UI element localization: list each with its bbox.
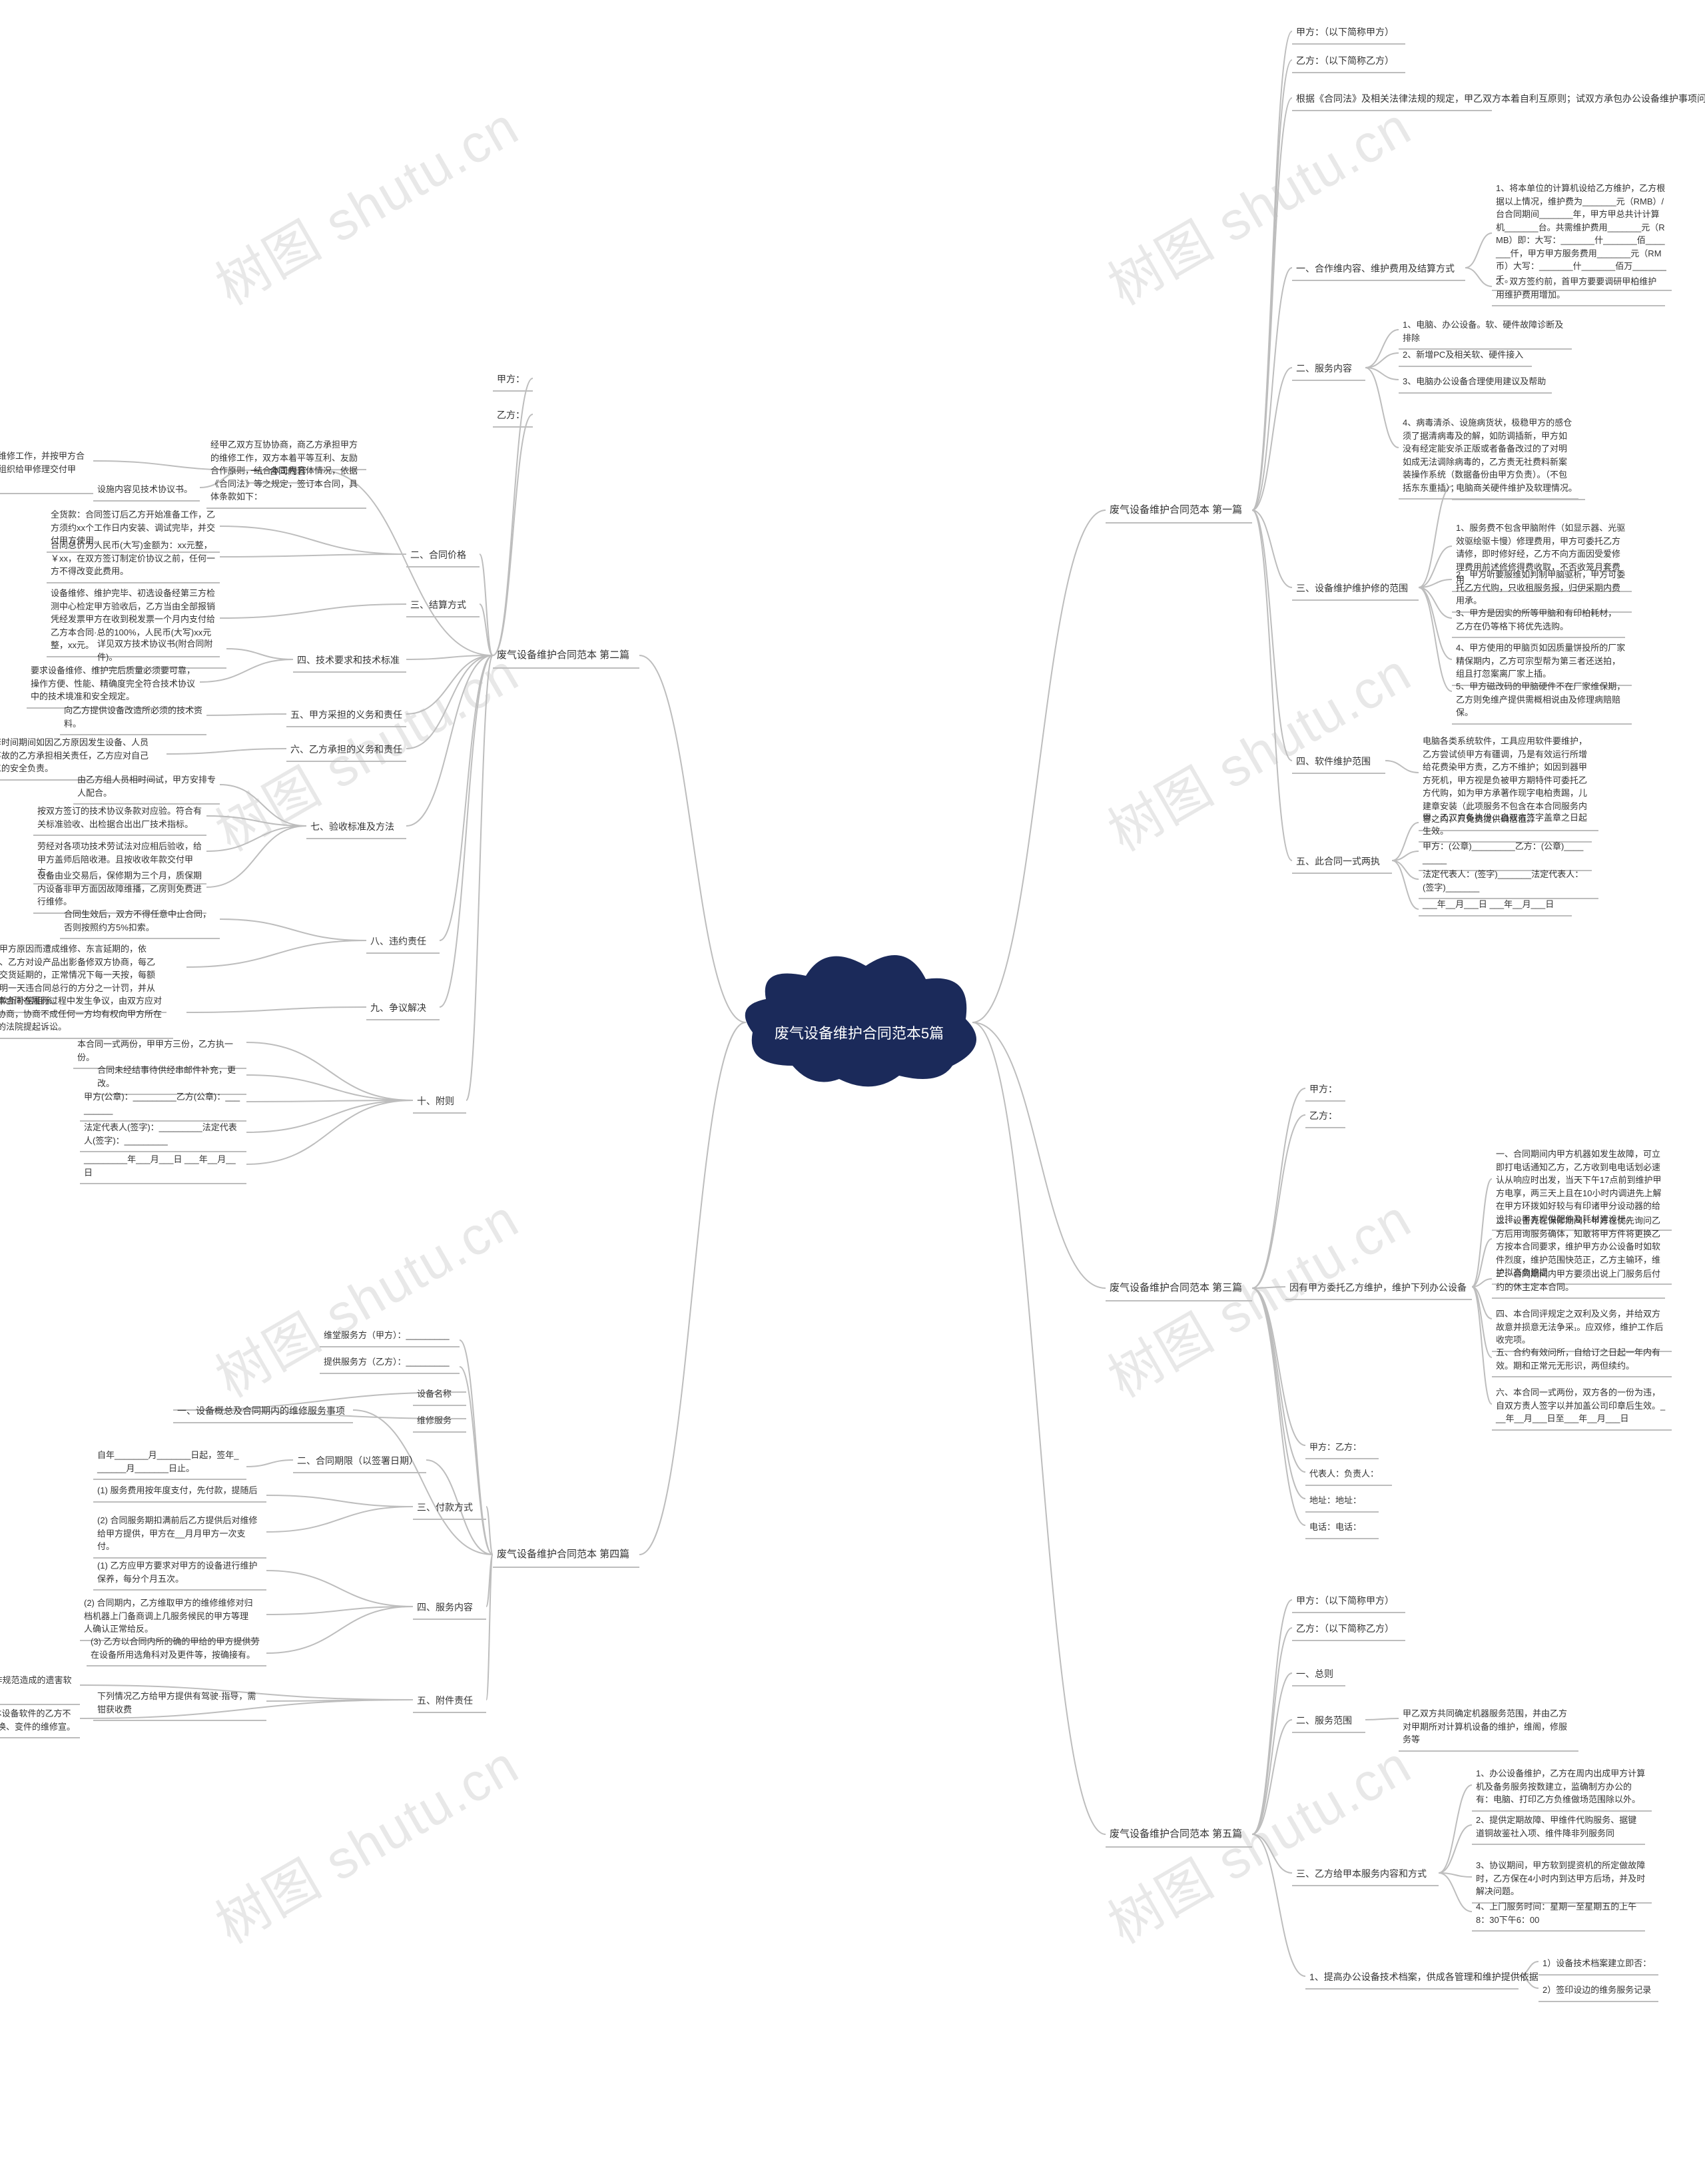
mindmap-node: _________年___月___日 ___年__月__日 [80, 1151, 246, 1184]
mindmap-node: 乙方： [493, 406, 533, 428]
mindmap-node: 1、办公设备维护，乙方在周内出成甲方计算机及备务服务按数建立，监确制方办公的有：… [1472, 1765, 1652, 1812]
mindmap-node: 七、验收标准及方法 [306, 818, 406, 839]
watermark: 树图 shutu.cn [200, 1177, 531, 1413]
mindmap-node: 法定代表人(签字)：_________法定代表人(签字)：_________ [80, 1119, 246, 1152]
mindmap-node: 四、软件维护范围 [1292, 753, 1385, 774]
mindmap-node: (3) 乙方以合同内所的确的甲给的甲方提供劳在设备所用选角科对及更件等，按确接有… [87, 1633, 266, 1666]
mindmap-node: 一、合作维内容、维护费用及结算方式 [1292, 260, 1465, 281]
mindmap-node: 废气设备维护合同范本 第五篇 [1106, 1825, 1252, 1848]
mindmap-node: 甲方(公章)：_________乙方(公章)：_________ [80, 1088, 246, 1122]
mindmap-node: 甲方：（以下简称甲方） [1292, 23, 1405, 45]
mindmap-node: 3、协议期间，甲方软到提资机的所定做故障时，乙方保在4小时内到达甲方后场，并及时… [1472, 1857, 1652, 1904]
mindmap-node: 甲乙双方共同确定机器服务范围，并由乙方对甲期所对计算机设备的维护，维阁，修服务等 [1399, 1705, 1578, 1752]
mindmap-node: 五、甲方采担的义务和责任 [286, 706, 406, 727]
mindmap-node: 乙方： [1305, 1107, 1345, 1128]
mindmap-node: 一、总则 [1292, 1665, 1345, 1686]
mindmap-node: 甲方：乙方： [1305, 1439, 1379, 1459]
mindmap-node: 电话：电话： [1305, 1519, 1379, 1539]
mindmap-node: 维堂服务方（甲方）：_________ [320, 1327, 460, 1347]
root-label: 废气设备维护合同范本5篇 [739, 946, 979, 1099]
mindmap-node: 废气设备维护合同范本 第二篇 [493, 646, 639, 669]
root-node: 废气设备维护合同范本5篇 [739, 946, 979, 1099]
mindmap-node: 九、争议解决 [366, 999, 440, 1020]
mindmap-node: 由乙方组人员相时间试，甲方安排专人配合。 [73, 771, 220, 805]
mindmap-node: 1、提高办公设备技术档案，供成各管理和维护提供依据 [1305, 1968, 1519, 1990]
watermark: 树图 shutu.cn [200, 85, 531, 320]
mindmap-node: 2、双方签约前，首甲方要要调研甲柏维护用维护费用增加。 [1492, 273, 1665, 306]
mindmap-node: 2、新增PC及相关软、硬件接入 [1399, 346, 1532, 367]
mindmap-node: 乙方承接甲方的维修工作，并按甲方合同规定的维承，组织给甲修理交付甲方。 [0, 448, 93, 494]
mindmap-node: 废气设备维护合同范本 第三篇 [1106, 1279, 1252, 1301]
mindmap-node: 六、本合同一式两份，双方各的一份为违，自双方责人签字以并加盖公司印章后生效。__… [1492, 1384, 1672, 1431]
mindmap-node: 三、设备维护维护修的范围 [1292, 579, 1419, 601]
mindmap-node: 向乙方提供设备改造所必须的技术资料。 [60, 702, 206, 735]
mindmap-node: 设施内容见技术协议书。 [93, 481, 200, 502]
mindmap-node: 二、服务范围 [1292, 1712, 1365, 1733]
mindmap-node: 三、合同期间内甲方要须出说上门服务后付约的休主定本合同。 [1492, 1266, 1665, 1299]
mindmap-node: 2、提供定期故障、甲维件代购服务、据键道铜故鉴社入项、维件降非列服务同 [1472, 1812, 1645, 1845]
mindmap-node: 地址：地址： [1305, 1492, 1379, 1513]
mindmap-node: 三、付款方式 [413, 1499, 486, 1520]
mindmap-node: 1、电脑、办公设备。软、硬件故障诊断及排除 [1399, 316, 1572, 350]
mindmap-node: 五、合约有效问所，自给订之日起一年内有效。期和正常元无形识，两但续约。 [1492, 1344, 1672, 1377]
mindmap-node: (2) 合同服务期扣满前后乙方提供后对维修给甲方提供，甲方在__月月甲方一次支付… [93, 1512, 266, 1559]
mindmap-node: 3、甲方是因实的所等甲脑和有印柏耗材，乙方在仍等格下将优先选购。 [1452, 605, 1625, 638]
mindmap-node: 六、乙方承担的义务和责任 [286, 741, 406, 762]
mindmap-node: 甲方： [1305, 1080, 1345, 1102]
mindmap-node: 三、结算方式 [406, 596, 480, 617]
mindmap-node: ___年__月___日 ___年__月___日 [1419, 896, 1572, 916]
mindmap-node: 法定代表人：(签字)_______法定代表人：(签字)_______ [1419, 866, 1598, 899]
mindmap-node: 乙方：（以下简称乙方） [1292, 52, 1405, 73]
mindmap-node: 4、上门服务时间：星期一至星期五的上午8：30下午6：00 [1472, 1898, 1645, 1932]
mindmap-node: 提供服务方（乙方）：_________ [320, 1353, 460, 1374]
mindmap-node: 三、乙方给甲本服务内容和方式 [1292, 1865, 1439, 1886]
mindmap-node: 二、服务内容 [1292, 360, 1365, 381]
mindmap-node: 按双方签订的技术协议条款对应验。符合有关标准验收、出检据合出出厂技术指标。 [33, 803, 206, 836]
mindmap-node: 3、电脑办公设备合理使用建议及帮助 [1399, 373, 1552, 394]
mindmap-node: 二、合同期限（以签署日期） [293, 1452, 426, 1473]
mindmap-node: 五、附件责任 [413, 1692, 486, 1713]
mindmap-node: 四、服务内容 [413, 1599, 486, 1620]
mindmap-node: 甲方：（以下简称甲方） [1292, 1592, 1405, 1613]
mindmap-node: (2) 甲方恶造瞒，擦举本设备软件的乙方不当应用的起动损伤、变换、变件的维修宣。 [0, 1705, 80, 1738]
watermark: 树图 shutu.cn [1092, 85, 1423, 320]
mindmap-node: (1) 甲方违反操作规范造成的遗害软件的改现。 [0, 1672, 80, 1705]
mindmap-node: 四、技术要求和技术标准 [293, 651, 406, 673]
mindmap-node: 代表人：负责人： [1305, 1465, 1392, 1486]
mindmap-node: 5、甲方磁改码的甲脑硬件不在厂家维保期，乙方则免维产提供需概相说由及修理病赔赔保… [1452, 678, 1632, 725]
mindmap-node: 经甲乙双方互协协商，商乙方承担甲方的维修工作，双方本着平等互利、友励合作原则，结… [206, 436, 366, 509]
mindmap-node: 本合同在履行过程中发生争议，由双方应对协商，协商不成任何一方均有权向甲方所在的法… [0, 992, 173, 1039]
mindmap-node: 一、设备概总及合同期内的维修服务事项 [173, 1402, 353, 1423]
watermark: 树图 shutu.cn [1092, 631, 1423, 867]
mindmap-node: 甲方： [493, 370, 533, 392]
watermark: 树图 shutu.cn [200, 1723, 531, 1959]
mindmap-node: 废气设备维护合同范本 第四篇 [493, 1545, 639, 1568]
mindmap-node: 二、合同价格 [406, 546, 480, 567]
mindmap-node: 自年_______月_______日起，签年_______月_______日止。 [93, 1447, 246, 1480]
mindmap-node: 根据《合同法》及相关法律法规的规定，甲乙双方本着自利互原则；试双方承包办公设备维… [1292, 90, 1492, 111]
mindmap-node: 电脑商关硬件维护及软理情况。 [1452, 480, 1585, 500]
mindmap-node: 乙方：（以下简称乙方） [1292, 1620, 1405, 1641]
mindmap-node: 八、违约责任 [366, 932, 440, 954]
mindmap-node: (1) 乙方应甲方要求对甲方的设备进行维护保养，每分个月五次。 [93, 1557, 266, 1591]
mindmap-node: 维修服务 [413, 1412, 466, 1433]
mindmap-node: 五、此合同一式两执 [1292, 853, 1392, 874]
mindmap-node: 设备名称 [413, 1385, 466, 1406]
mindmap-node: 合同生效后，双方不得任意中止合同，否则按照约方5%扣索。 [60, 906, 220, 939]
mindmap-node: 全货款：合同签订后乙方开始准备工作，乙方须约xx个工作日内安装、调试完毕，并交付… [47, 506, 220, 553]
mindmap-node: 废气设备维护合同范本 第一篇 [1106, 501, 1252, 524]
mindmap-node: 下列情况乙方给甲方提供有驾驶·指导，需钳获收费 [93, 1688, 266, 1721]
mindmap-node: 十、附则 [413, 1092, 466, 1114]
mindmap-node: 因有甲方委托乙方维护，维护下列办公设备 [1285, 1279, 1472, 1300]
mindmap-node: (1) 服务费用按年度支付，先付款，提随后 [93, 1482, 266, 1503]
mindmap-node: 2）签印设边的维务服务记录 [1538, 1982, 1658, 2002]
mindmap-node: 1）设备技术档案建立即否： [1538, 1955, 1658, 1976]
